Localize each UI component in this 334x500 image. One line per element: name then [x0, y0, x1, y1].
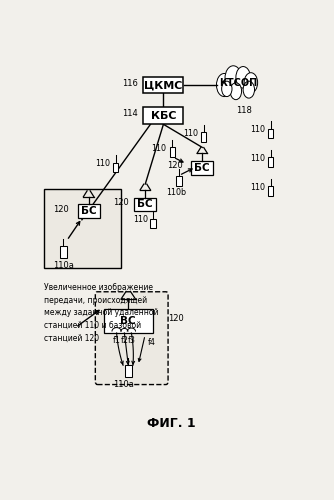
- Circle shape: [222, 81, 232, 96]
- Text: 120: 120: [53, 204, 69, 214]
- Text: f3: f3: [128, 336, 135, 345]
- Text: 110: 110: [250, 154, 266, 162]
- Text: 110: 110: [152, 144, 167, 153]
- Text: 110: 110: [250, 182, 266, 192]
- FancyBboxPatch shape: [201, 132, 206, 141]
- FancyBboxPatch shape: [113, 163, 118, 172]
- FancyBboxPatch shape: [95, 292, 168, 384]
- Text: 120: 120: [113, 198, 129, 207]
- Text: КТСОП: КТСОП: [219, 78, 258, 88]
- Text: f1: f1: [113, 336, 121, 345]
- Circle shape: [243, 81, 255, 98]
- Text: 120: 120: [167, 162, 183, 170]
- Circle shape: [216, 74, 232, 96]
- Text: БС: БС: [81, 206, 97, 216]
- Text: Увеличенное изображение
передачи, происходящей
между заданной удаленной
станцией: Увеличенное изображение передачи, происх…: [44, 284, 159, 343]
- FancyBboxPatch shape: [150, 219, 156, 228]
- Text: КБС: КБС: [151, 111, 176, 121]
- Text: 110: 110: [250, 125, 266, 134]
- Text: 110: 110: [133, 216, 148, 224]
- Text: 110: 110: [95, 160, 110, 168]
- Text: f2: f2: [120, 336, 128, 345]
- FancyBboxPatch shape: [60, 246, 67, 258]
- Text: ЦКМС: ЦКМС: [144, 80, 183, 90]
- FancyBboxPatch shape: [143, 108, 183, 124]
- Text: ФИГ. 1: ФИГ. 1: [147, 418, 195, 430]
- FancyBboxPatch shape: [268, 128, 274, 138]
- Text: ВС: ВС: [121, 316, 136, 326]
- FancyBboxPatch shape: [104, 308, 153, 333]
- Text: БС: БС: [194, 163, 210, 173]
- FancyBboxPatch shape: [268, 186, 274, 196]
- Text: 110a: 110a: [53, 260, 74, 270]
- Text: 116: 116: [122, 78, 138, 88]
- FancyBboxPatch shape: [134, 198, 156, 211]
- Circle shape: [244, 72, 258, 92]
- FancyBboxPatch shape: [176, 176, 182, 186]
- Text: 110b: 110b: [166, 188, 186, 197]
- Text: БС: БС: [138, 200, 153, 209]
- Text: 120: 120: [169, 314, 184, 324]
- FancyBboxPatch shape: [268, 158, 274, 166]
- Text: 118: 118: [236, 106, 252, 115]
- FancyBboxPatch shape: [125, 366, 132, 377]
- Text: 110a: 110a: [113, 380, 134, 388]
- Text: 114: 114: [122, 110, 138, 118]
- FancyBboxPatch shape: [44, 189, 121, 268]
- FancyBboxPatch shape: [77, 204, 100, 218]
- Text: f4: f4: [148, 338, 156, 346]
- Circle shape: [230, 82, 241, 100]
- Text: 110: 110: [183, 128, 198, 138]
- FancyBboxPatch shape: [170, 148, 175, 158]
- FancyBboxPatch shape: [191, 161, 213, 174]
- Circle shape: [236, 66, 250, 88]
- FancyBboxPatch shape: [143, 76, 183, 94]
- Circle shape: [225, 66, 241, 90]
